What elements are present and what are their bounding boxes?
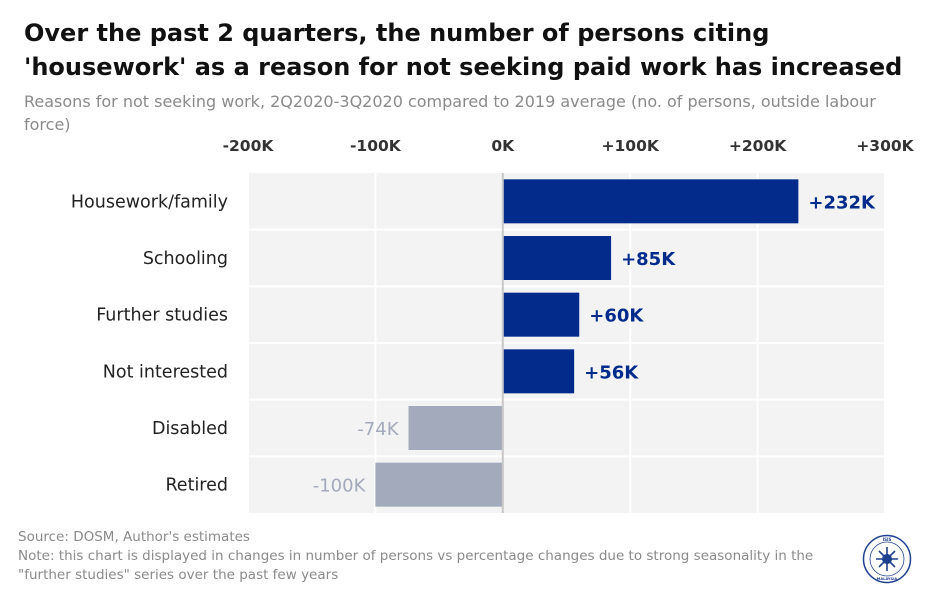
- chart-subtitle: Reasons for not seeking work, 2Q2020-3Q2…: [24, 92, 876, 134]
- isis-malaysia-logo: ISIS MALAYSIA: [862, 534, 912, 584]
- x-tick-label: 0K: [491, 137, 515, 155]
- category-labels: Housework/family Schooling Further studies…: [71, 192, 228, 495]
- bar: [502, 236, 612, 280]
- bar: [408, 406, 503, 450]
- bar: [502, 179, 799, 224]
- x-tick-label: +300K: [856, 137, 914, 155]
- logo-top-text: ISIS: [883, 537, 892, 542]
- grid-lines: [247, 173, 886, 513]
- source-note: Source: DOSM, Author's estimates: [18, 529, 250, 545]
- data-label: -74K: [357, 419, 399, 440]
- data-label: -100K: [313, 476, 367, 497]
- data-label: +232K: [808, 192, 876, 213]
- x-tick-label: +100K: [602, 137, 660, 155]
- bar: [502, 349, 575, 394]
- footer: Source: DOSM, Author's estimates Note: t…: [18, 528, 848, 585]
- methodology-note: Note: this chart is displayed in changes…: [18, 548, 814, 583]
- x-tick-label: +200K: [729, 137, 787, 155]
- data-labels: +232K +85K +60K +56K -74K -100K: [313, 192, 876, 496]
- x-axis-tick-labels: -200K -100K 0K +100K +200K +300K: [223, 137, 915, 155]
- category-label: Disabled: [152, 419, 228, 439]
- category-label: Not interested: [103, 362, 228, 382]
- x-tick-label: -200K: [223, 137, 275, 155]
- bar: [502, 292, 580, 337]
- category-label: Further studies: [96, 306, 228, 326]
- category-label: Schooling: [143, 249, 228, 269]
- data-label: +85K: [621, 249, 676, 270]
- data-label: +56K: [584, 362, 639, 383]
- chart-title: Over the past 2 quarters, the number of …: [24, 19, 903, 81]
- bar: [375, 462, 503, 507]
- category-label: Retired: [165, 476, 228, 496]
- data-label: +60K: [589, 306, 644, 327]
- x-tick-label: -100K: [350, 137, 402, 155]
- bar-chart: -200K -100K 0K +100K +200K +300K Housework/fa…: [71, 137, 915, 513]
- bars: [375, 179, 799, 507]
- category-label: Housework/family: [71, 192, 228, 212]
- logo-bottom-text: MALAYSIA: [877, 577, 898, 581]
